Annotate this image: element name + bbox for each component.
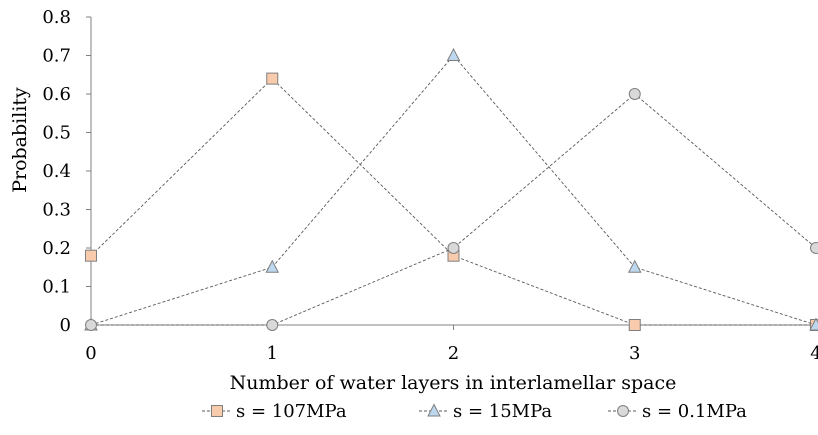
x-tick-label: 2 (448, 343, 459, 364)
data-point-triangle (627, 259, 642, 273)
x-tick-label: 0 (85, 343, 96, 364)
legend-marker-square (211, 405, 223, 417)
data-point-circle (266, 319, 279, 331)
series-line (91, 93, 817, 326)
legend-item: s = 0.1MPa (608, 401, 747, 422)
legend-label: s = 107MPa (236, 401, 347, 422)
data-point-square (266, 72, 279, 85)
series-square (85, 72, 818, 331)
legend-label: s = 0.1MPa (642, 401, 747, 422)
data-point-circle (447, 242, 460, 254)
data-point-square (85, 249, 97, 262)
y-tick-label: 0.4 (42, 161, 71, 182)
series-triangle (84, 47, 818, 331)
series-line (90, 77, 816, 326)
data-point-triangle (809, 317, 818, 331)
plot-area (84, 47, 818, 331)
data-point-circle (810, 242, 818, 254)
series-line (90, 54, 817, 326)
data-point-circle (85, 319, 97, 331)
legend-marker-triangle (427, 403, 441, 417)
legend-marker-circle (617, 405, 629, 417)
legend-item: s = 15MPa (419, 401, 552, 422)
y-tick-label: 0 (60, 315, 71, 336)
data-point-triangle (446, 47, 461, 61)
x-tick-label: 3 (629, 343, 640, 364)
data-point-triangle (265, 259, 280, 273)
legend-label: s = 15MPa (453, 401, 552, 422)
data-point-square (628, 319, 641, 331)
y-tick-label: 0.5 (42, 123, 71, 144)
y-tick-label: 0.1 (42, 277, 71, 298)
y-axis-label: Probability (9, 87, 31, 193)
x-tick-label: 1 (267, 343, 278, 364)
x-axis-ticks: 0 1 2 3 4 (85, 325, 818, 364)
legend: s = 107MPa s = 15MPa s = 0.1MPa (202, 401, 747, 422)
y-tick-label: 0.2 (42, 238, 71, 259)
y-tick-label: 0.3 (42, 200, 71, 221)
series-circle (85, 88, 818, 331)
y-axis-ticks: 0 0.1 0.2 0.3 0.4 0.5 0.6 0.7 0.8 (42, 7, 91, 336)
y-tick-label: 0.7 (42, 46, 71, 67)
x-tick-label: 4 (810, 343, 818, 364)
data-point-circle (628, 88, 641, 100)
y-tick-label: 0.6 (42, 84, 71, 105)
y-tick-label: 0.8 (42, 7, 71, 28)
x-axis-label: Number of water layers in interlamellar … (230, 372, 677, 394)
legend-item: s = 107MPa (202, 401, 347, 422)
